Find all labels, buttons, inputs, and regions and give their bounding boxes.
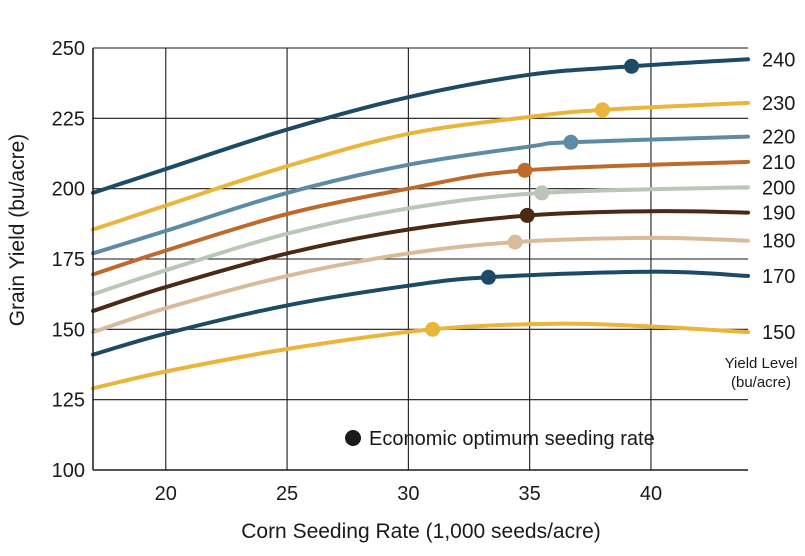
x-tick-label-25: 25 [276,483,298,505]
series-lines [91,57,750,391]
x-tick-label-35: 35 [519,483,541,505]
legend: Economic optimum seeding rate [345,428,655,450]
y-tick-label-200: 200 [52,179,85,201]
series-line-170 [91,269,750,357]
x-axis-title: Corn Seeding Rate (1,000 seeds/acre) [241,520,601,543]
series-labels: 240 230 220 210 200 190 180 170 150 [762,49,795,344]
y-tick-label-250: 250 [52,38,85,60]
y-tick-label-150: 150 [52,319,85,341]
optimum-point-190 [519,207,535,223]
optimum-points [425,58,640,337]
series-label-heading-line1: Yield Level [725,355,798,372]
series-line-230 [91,100,750,232]
series-line-150 [91,321,750,391]
axes [92,48,748,471]
optimum-point-200 [534,185,550,201]
series-label-230: 230 [762,93,795,115]
series-line-220 [91,134,750,256]
series-label-200: 200 [762,177,795,199]
series-label-150: 150 [762,322,795,344]
optimum-point-240 [624,58,640,74]
optimum-point-150 [425,321,441,337]
series-line-200 [91,185,750,297]
optimum-point-210 [517,162,533,178]
series-label-210: 210 [762,152,795,174]
legend-marker [345,430,361,446]
y-tick-label-125: 125 [52,390,85,412]
series-label-170: 170 [762,266,795,288]
x-tick-label-20: 20 [155,483,177,505]
y-tick-label-100: 100 [52,460,85,482]
series-label-220: 220 [762,127,795,149]
series-label-180: 180 [762,231,795,253]
optimum-point-220 [563,134,579,150]
series-line-210 [91,159,750,277]
series-line-240 [91,57,750,195]
x-tick-label-40: 40 [640,483,662,505]
y-tick-label-225: 225 [52,108,85,130]
series-label-240: 240 [762,49,795,71]
tick-labels: 100 125 150 175 200 225 250 20 25 30 35 40 [52,38,662,505]
grid [93,47,748,470]
series-label-heading-line2: (bu/acre) [731,374,791,391]
series-label-190: 190 [762,203,795,225]
legend-label: Economic optimum seeding rate [369,428,655,450]
series-line-190 [91,209,750,313]
optimum-point-170 [480,269,496,285]
y-tick-label-175: 175 [52,249,85,271]
series-line-180 [91,235,750,335]
optimum-point-180 [507,234,523,250]
optimum-point-230 [594,102,610,118]
x-tick-label-30: 30 [397,483,419,505]
y-axis-title: Grain Yield (bu/acre) [6,134,29,327]
